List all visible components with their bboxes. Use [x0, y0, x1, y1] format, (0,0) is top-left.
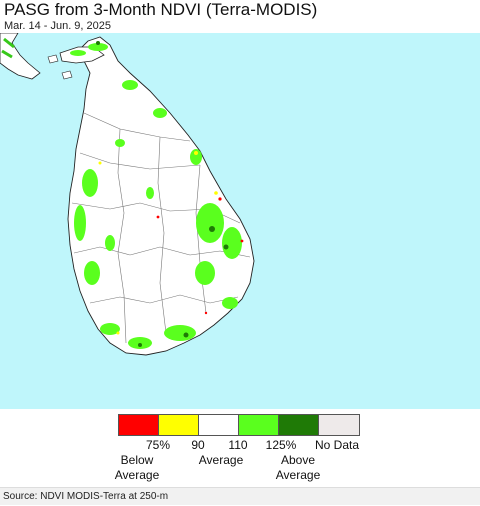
map-title: PASG from 3-Month NDVI (Terra-MODIS)	[4, 0, 318, 19]
legend-above-label-1: Above	[280, 453, 316, 467]
map-date-range: Mar. 14 - Jun. 9, 2025	[4, 20, 112, 32]
legend-tick-90: 90	[191, 438, 205, 452]
legend-above-label-2: Average	[275, 468, 321, 482]
legend-swatch-below-75	[119, 415, 159, 435]
legend-below-label-1: Below	[120, 453, 154, 467]
legend-swatch-90-110	[199, 415, 239, 435]
legend-swatch-no-data	[319, 415, 359, 435]
legend-no-data-label: No Data	[314, 438, 360, 452]
map-area	[0, 33, 480, 409]
legend-swatch-75-90	[159, 415, 199, 435]
legend-tick-110: 110	[228, 438, 248, 452]
legend-below-label-2: Average	[114, 468, 160, 482]
legend-tick-125: 125%	[265, 438, 297, 452]
legend-tick-75: 75%	[145, 438, 171, 452]
legend-swatch-above-125	[279, 415, 319, 435]
legend-average-label: Average	[198, 453, 244, 467]
source-credit: Source: NDVI MODIS-Terra at 250-m	[0, 487, 480, 505]
legend-swatch-110-125	[239, 415, 279, 435]
legend-color-bar	[118, 414, 360, 436]
